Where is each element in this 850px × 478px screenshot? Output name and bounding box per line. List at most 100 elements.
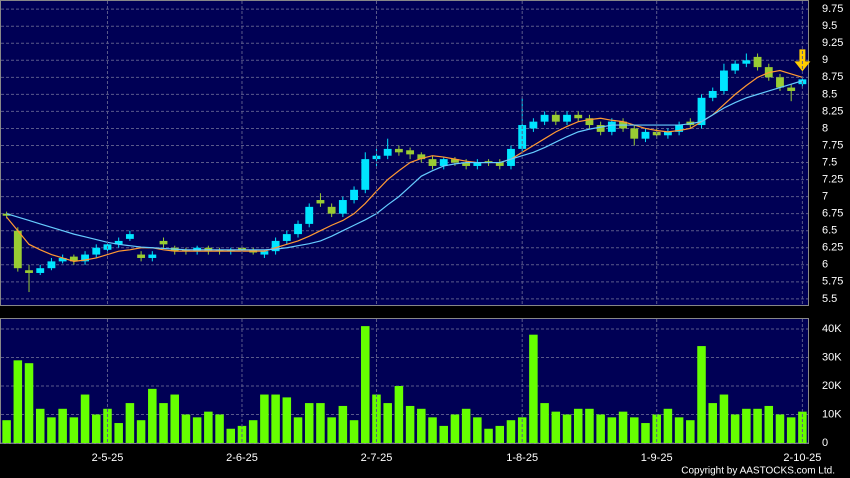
price-panel bbox=[0, 0, 809, 306]
candle-body bbox=[417, 154, 426, 160]
candle-body bbox=[137, 254, 146, 258]
candle-body bbox=[540, 114, 549, 122]
y-tick-label: 20K bbox=[822, 380, 842, 392]
candle-body bbox=[394, 148, 403, 153]
volume-bar bbox=[573, 408, 583, 443]
candle-body bbox=[406, 150, 415, 155]
candle-body bbox=[148, 254, 157, 258]
volume-bar bbox=[282, 397, 292, 443]
candle-body bbox=[462, 162, 471, 166]
candle-body bbox=[507, 148, 515, 166]
candle-body bbox=[125, 234, 134, 239]
candle-body bbox=[92, 247, 101, 255]
candle-body bbox=[742, 60, 751, 64]
volume-bar bbox=[439, 425, 448, 443]
volume-bar bbox=[304, 403, 314, 443]
candle-body bbox=[305, 206, 314, 224]
candle-body bbox=[361, 159, 370, 190]
volume-bar bbox=[764, 405, 774, 443]
candle-body bbox=[484, 161, 493, 163]
x-tick-label: 1-8-25 bbox=[506, 452, 538, 464]
candle-body bbox=[473, 162, 482, 166]
candle-body bbox=[2, 213, 11, 216]
volume-bar bbox=[461, 408, 471, 443]
y-tick-label: 8.5 bbox=[822, 88, 837, 100]
volume-bar bbox=[708, 403, 717, 443]
volume-bar bbox=[181, 414, 191, 443]
candle-body bbox=[327, 206, 336, 214]
volume-bar bbox=[607, 417, 617, 443]
volume-bar bbox=[506, 420, 516, 443]
candle-body bbox=[350, 189, 358, 201]
candle-body bbox=[641, 131, 650, 139]
y-tick-label: 5.5 bbox=[822, 293, 837, 305]
volume-bar bbox=[641, 423, 650, 443]
volume-bar bbox=[719, 394, 729, 443]
volume-bar bbox=[529, 334, 538, 443]
y-tick-label: 6.25 bbox=[822, 242, 843, 254]
arrow-marker bbox=[794, 49, 811, 72]
volume-bar bbox=[215, 414, 224, 443]
volume-panel bbox=[0, 318, 809, 444]
volume-bar bbox=[753, 408, 762, 443]
volume-bar bbox=[697, 346, 706, 443]
x-tick-label: 2-5-25 bbox=[92, 452, 124, 464]
volume-bar bbox=[618, 411, 628, 443]
volume-bar bbox=[652, 414, 661, 443]
candle-body bbox=[663, 131, 672, 136]
candle-body bbox=[585, 118, 594, 126]
candle-body bbox=[226, 249, 235, 252]
volume-bar bbox=[361, 326, 370, 443]
volume-bar bbox=[630, 417, 639, 443]
volume-bar bbox=[125, 403, 135, 443]
volume-bar bbox=[372, 394, 381, 443]
volume-bar bbox=[327, 417, 336, 443]
y-tick-label: 7.5 bbox=[822, 156, 837, 168]
volume-bar bbox=[69, 417, 79, 443]
volume-bar bbox=[35, 408, 45, 443]
candle-body bbox=[563, 114, 571, 122]
candle-body bbox=[551, 114, 560, 122]
x-tick-label: 2-10-25 bbox=[783, 452, 821, 464]
volume-bar bbox=[58, 408, 67, 443]
candle-body bbox=[383, 148, 392, 156]
volume-bar bbox=[271, 394, 280, 443]
volume-bar bbox=[450, 414, 460, 443]
x-tick-label: 2-6-25 bbox=[226, 452, 258, 464]
y-tick-label: 7.75 bbox=[822, 139, 843, 151]
candle-body bbox=[69, 256, 78, 262]
candle-body bbox=[495, 162, 504, 166]
volume-bar bbox=[394, 385, 404, 443]
candle-body bbox=[271, 240, 280, 252]
volume-bar bbox=[248, 420, 258, 443]
volume-bar bbox=[730, 414, 740, 443]
candle-body bbox=[607, 121, 616, 132]
candle-body bbox=[451, 159, 459, 163]
candle-body bbox=[776, 77, 784, 88]
candle-body bbox=[731, 63, 740, 71]
volume-bar bbox=[786, 417, 796, 443]
candle-body bbox=[720, 70, 728, 91]
candle-body bbox=[787, 87, 796, 91]
volume-bar bbox=[742, 408, 751, 443]
candle-body bbox=[316, 200, 325, 204]
volume-bar bbox=[338, 405, 348, 443]
candle-body bbox=[708, 90, 717, 98]
candle-body bbox=[282, 234, 291, 241]
y-tick-label: 6 bbox=[822, 259, 828, 271]
x-tick-label: 2-7-25 bbox=[361, 452, 393, 464]
volume-bar bbox=[585, 408, 594, 443]
candle-body bbox=[529, 121, 538, 129]
y-tick-label: 0 bbox=[822, 437, 828, 449]
volume-bar bbox=[2, 420, 11, 443]
candle-body bbox=[675, 125, 684, 132]
candle-body bbox=[338, 200, 347, 214]
y-tick-label: 5.75 bbox=[822, 276, 843, 288]
y-tick-label: 6.5 bbox=[822, 225, 837, 237]
volume-bar bbox=[159, 403, 168, 443]
x-tick-label: 1-9-25 bbox=[641, 452, 673, 464]
y-tick-label: 9.25 bbox=[822, 37, 843, 49]
candle-body bbox=[574, 114, 583, 119]
volume-bar bbox=[405, 405, 415, 443]
candle-body bbox=[182, 249, 190, 252]
